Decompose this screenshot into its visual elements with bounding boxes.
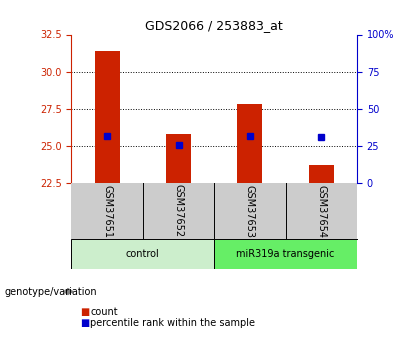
Bar [214, 239, 357, 269]
Text: GSM37652: GSM37652 [173, 185, 184, 238]
Text: count: count [90, 307, 118, 317]
Text: miR319a transgenic: miR319a transgenic [236, 249, 335, 259]
Text: ■: ■ [80, 307, 89, 317]
Text: percentile rank within the sample: percentile rank within the sample [90, 318, 255, 327]
Bar [94, 51, 120, 183]
Bar [166, 134, 191, 183]
Text: genotype/variation: genotype/variation [4, 287, 97, 296]
Text: control: control [126, 249, 160, 259]
Bar [309, 165, 334, 183]
Text: GSM37651: GSM37651 [102, 185, 112, 237]
Text: ■: ■ [80, 318, 89, 327]
Bar [237, 105, 262, 183]
Bar [71, 239, 214, 269]
Title: GDS2066 / 253883_at: GDS2066 / 253883_at [145, 19, 283, 32]
Text: GSM37654: GSM37654 [316, 185, 326, 237]
Text: GSM37653: GSM37653 [245, 185, 255, 237]
